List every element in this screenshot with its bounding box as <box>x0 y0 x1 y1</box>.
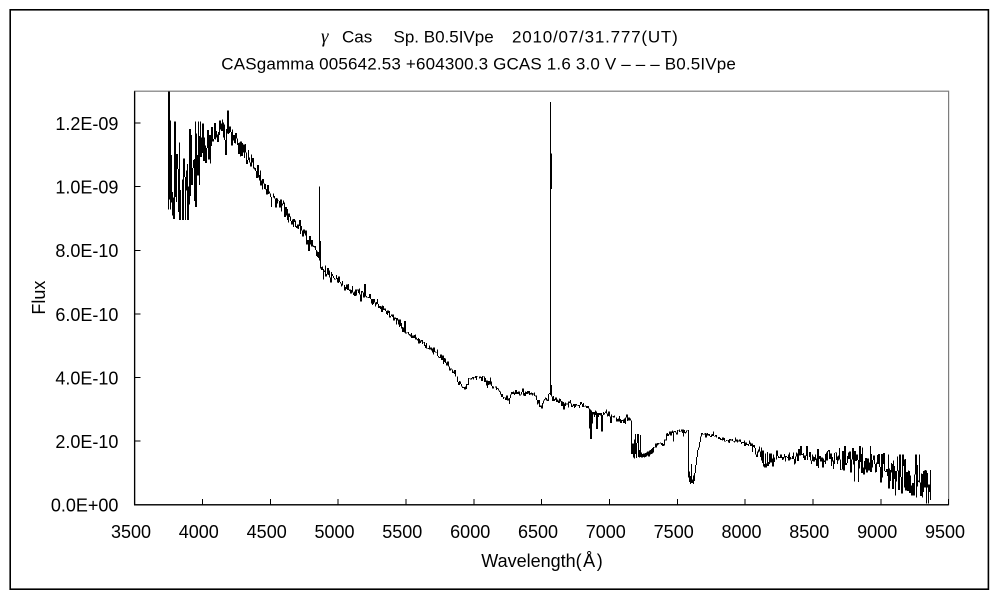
svg-text:Flux: Flux <box>29 281 49 315</box>
svg-text:4000: 4000 <box>179 522 219 542</box>
svg-text:8.0E-10: 8.0E-10 <box>55 241 118 261</box>
svg-text:CASgamma 005642.53 +604300.3 G: CASgamma 005642.53 +604300.3 GCAS 1.6 3.… <box>221 55 736 74</box>
svg-text:4500: 4500 <box>247 522 287 542</box>
svg-text:5500: 5500 <box>382 522 422 542</box>
svg-text:2.0E-10: 2.0E-10 <box>55 432 118 452</box>
svg-text:6500: 6500 <box>518 522 558 542</box>
svg-text:5000: 5000 <box>314 522 354 542</box>
svg-text:1.0E-09: 1.0E-09 <box>55 178 118 198</box>
svg-text:8000: 8000 <box>721 522 761 542</box>
svg-text:0.0E+00: 0.0E+00 <box>51 496 119 516</box>
svg-text:Wavelength( Å ): Wavelength( Å ) <box>481 551 602 571</box>
svg-text:3500: 3500 <box>111 522 151 542</box>
svg-text:1.2E-09: 1.2E-09 <box>55 114 118 134</box>
svg-text:9500: 9500 <box>925 522 965 542</box>
svg-text:4.0E-10: 4.0E-10 <box>55 369 118 389</box>
svg-text:8500: 8500 <box>789 522 829 542</box>
svg-text:7500: 7500 <box>654 522 694 542</box>
svg-text:9000: 9000 <box>857 522 897 542</box>
svg-text:7000: 7000 <box>586 522 626 542</box>
svg-text:6.0E-10: 6.0E-10 <box>55 305 118 325</box>
svg-text:6000: 6000 <box>450 522 490 542</box>
